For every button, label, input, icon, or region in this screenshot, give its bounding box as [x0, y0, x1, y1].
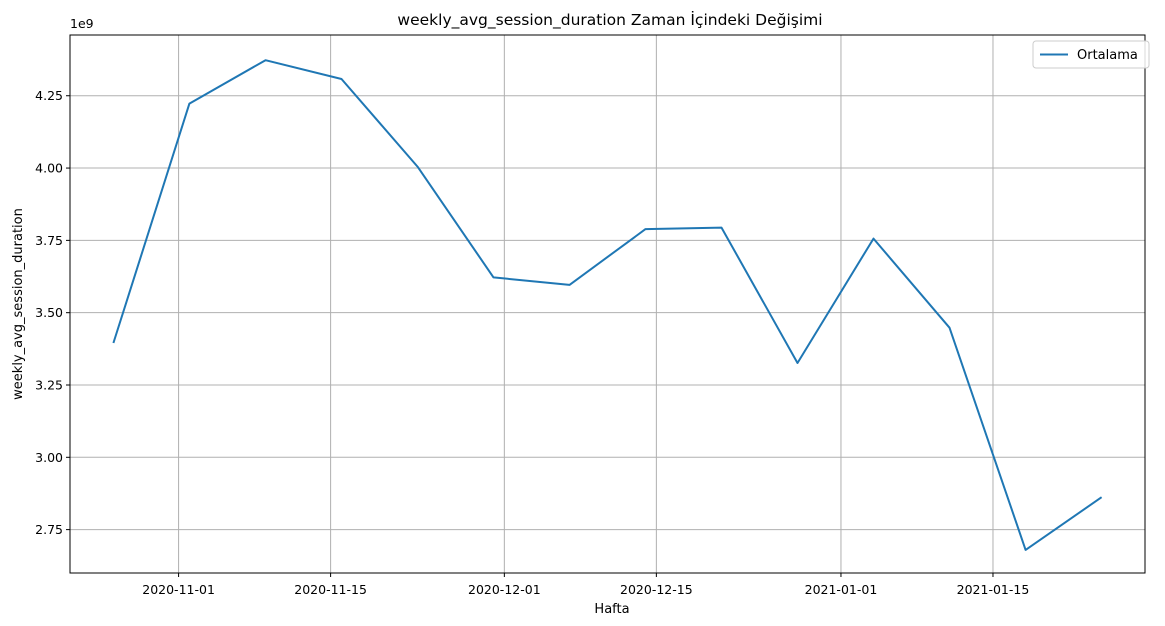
- x-axis-title: Hafta: [594, 602, 629, 617]
- plot-lines: [112, 59, 1103, 551]
- y-axis-title: weekly_avg_session_duration: [11, 208, 26, 400]
- y-tick-label: 3.00: [35, 450, 63, 465]
- x-tick-label: 2021-01-01: [805, 582, 878, 597]
- y-tick-label: 3.50: [35, 305, 63, 320]
- y-tick-label: 4.25: [35, 88, 63, 103]
- plot-frame: [69, 34, 1146, 574]
- y-tick-label: 2.75: [35, 522, 63, 537]
- legend-label: Ortalama: [1077, 48, 1138, 63]
- legend-box: [1032, 40, 1150, 69]
- x-tick-label: 2021-01-15: [957, 582, 1030, 597]
- x-tick-label: 2020-12-01: [468, 582, 541, 597]
- x-tick-label: 2020-11-15: [294, 582, 367, 597]
- x-axis: 2020-11-01 2020-11-15 2020-12-01 2020-12-15…: [142, 573, 1029, 597]
- legend: Ortalama: [1032, 40, 1150, 69]
- y-tick-label: 3.75: [35, 233, 63, 248]
- y-offset-label: 1e9: [70, 16, 94, 31]
- x-tick-label: 2020-12-15: [620, 582, 693, 597]
- x-tick-label: 2020-11-01: [142, 582, 215, 597]
- chart-title: weekly_avg_session_duration Zaman İçinde…: [397, 10, 822, 30]
- grid: [70, 35, 1145, 573]
- y-tick-label: 4.00: [35, 161, 63, 176]
- y-tick-label: 3.25: [35, 377, 63, 392]
- y-axis: 2.75 3.00 3.25 3.50 3.75 4.00 4.25: [35, 88, 70, 537]
- series-line: [112, 59, 1103, 551]
